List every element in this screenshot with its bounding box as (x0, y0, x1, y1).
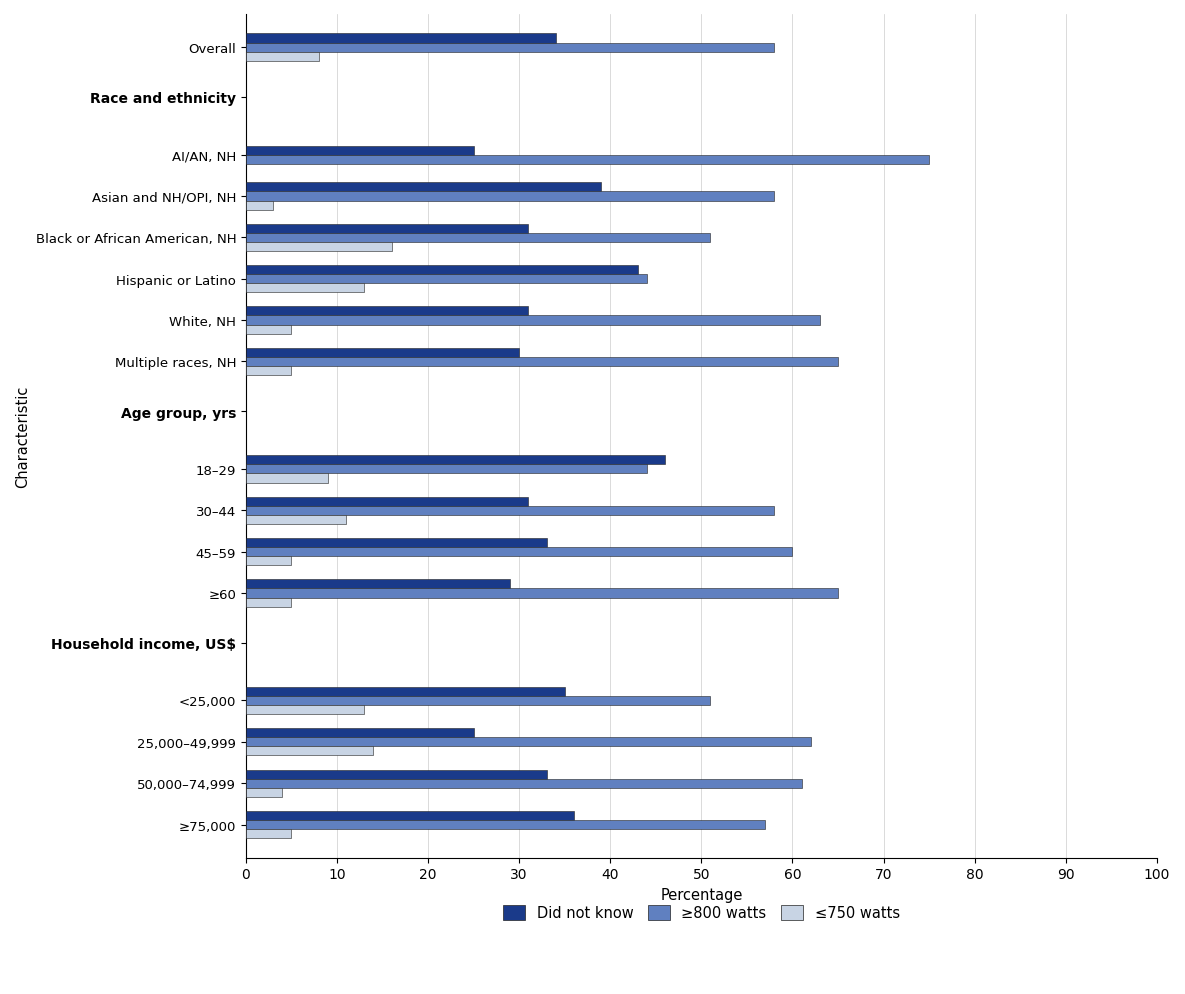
Legend: Did not know, ≥800 watts, ≤750 watts: Did not know, ≥800 watts, ≤750 watts (498, 900, 905, 926)
Bar (246, 811, 574, 820)
Bar (246, 183, 601, 192)
Y-axis label: Characteristic: Characteristic (15, 386, 30, 487)
Bar (246, 506, 774, 515)
Bar (246, 307, 529, 316)
Bar (246, 465, 647, 474)
Bar (246, 497, 529, 506)
Bar (246, 829, 292, 838)
Bar (246, 788, 282, 797)
Bar (246, 234, 711, 243)
Bar (246, 706, 364, 715)
Bar (246, 146, 474, 155)
Bar (246, 35, 556, 44)
Bar (246, 598, 292, 607)
Bar (246, 265, 638, 275)
Bar (246, 746, 373, 755)
Bar (246, 348, 519, 358)
Bar (246, 779, 801, 788)
Bar (246, 769, 546, 779)
Bar (246, 275, 647, 284)
Bar (246, 474, 328, 483)
Bar (246, 557, 292, 566)
Bar (246, 284, 364, 293)
Bar (246, 729, 474, 738)
Bar (246, 820, 766, 829)
Bar (246, 225, 529, 234)
Bar (246, 155, 929, 165)
Bar (246, 358, 838, 367)
Bar (246, 202, 274, 211)
Bar (246, 192, 774, 202)
Bar (246, 515, 346, 525)
Bar (246, 325, 292, 334)
Bar (246, 696, 711, 706)
Bar (246, 588, 838, 598)
Bar (246, 367, 292, 376)
Bar (246, 44, 774, 53)
Bar (246, 539, 546, 548)
Bar (246, 243, 392, 251)
Bar (246, 53, 319, 62)
Bar (246, 687, 565, 696)
Bar (246, 316, 820, 325)
Bar (246, 548, 793, 557)
Bar (246, 738, 811, 746)
X-axis label: Percentage: Percentage (660, 887, 743, 902)
Bar (246, 580, 510, 588)
Bar (246, 456, 665, 465)
